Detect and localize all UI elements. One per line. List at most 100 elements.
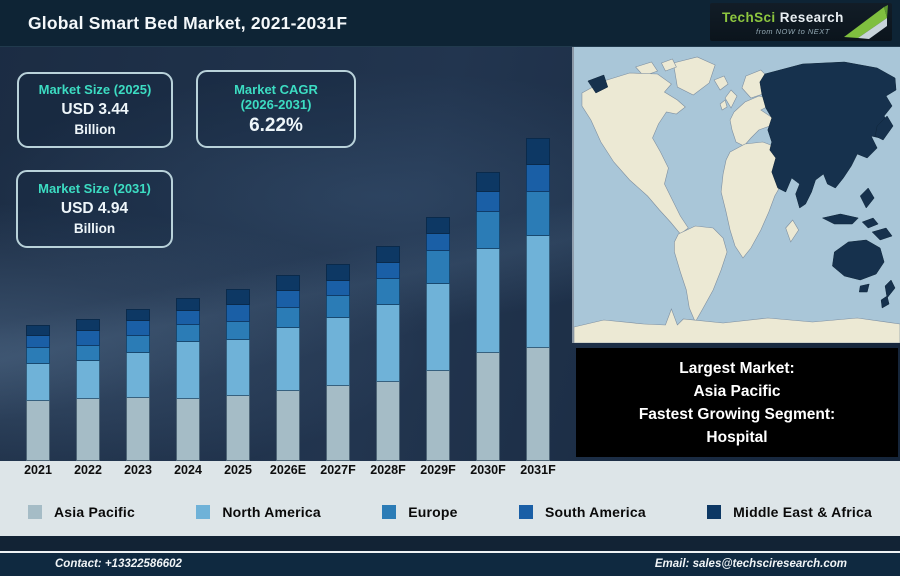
bar-2028F bbox=[376, 246, 400, 461]
bar-2029F bbox=[426, 217, 450, 461]
bar-segment-2021-south-america bbox=[26, 336, 50, 348]
bar-segment-2024-north-america bbox=[176, 342, 200, 399]
highlight-line-2: Asia Pacific bbox=[693, 382, 781, 400]
callout-market-cagr: Market CAGR (2026-2031) 6.22% bbox=[196, 70, 356, 148]
bar-segment-2025-asia-pacific bbox=[226, 396, 250, 461]
x-label-2031F: 2031F bbox=[520, 463, 556, 477]
callout-market-size-2025: Market Size (2025) USD 3.44 Billion bbox=[17, 72, 173, 148]
legend-label: Middle East & Africa bbox=[733, 504, 872, 520]
callout-label: Market CAGR bbox=[234, 81, 318, 97]
bar-segment-2022-europe bbox=[76, 346, 100, 361]
bar-segment-2022-asia-pacific bbox=[76, 399, 100, 461]
legend-label: Europe bbox=[408, 504, 458, 520]
callout-value: USD 3.44 bbox=[61, 101, 129, 118]
bar-segment-2030F-north-america bbox=[476, 249, 500, 353]
logo-tagline: from NOW to NEXT bbox=[756, 27, 830, 36]
x-label-2026E: 2026E bbox=[269, 463, 307, 477]
bar-segment-2031F-asia-pacific bbox=[526, 348, 550, 461]
legend-item-middle-east-africa: Middle East & Africa bbox=[707, 504, 872, 520]
map-tasmania bbox=[858, 283, 870, 293]
map-new-zealand bbox=[884, 279, 896, 299]
logo-wordmark: TechSci Research bbox=[722, 10, 844, 25]
bottom-strip bbox=[0, 461, 900, 536]
map-australia bbox=[832, 239, 885, 281]
bar-segment-2027F-north-america bbox=[326, 318, 350, 386]
bar-segment-2021-europe bbox=[26, 348, 50, 364]
highlight-box: Largest Market: Asia Pacific Fastest Gro… bbox=[576, 348, 898, 457]
bar-segment-2025-europe bbox=[226, 322, 250, 340]
bar-segment-2026E-south-america bbox=[276, 291, 300, 308]
legend-label: South America bbox=[544, 504, 646, 520]
bottom-dark-band bbox=[0, 536, 900, 551]
map-arctic-islands bbox=[635, 61, 658, 77]
legend-item-europe: Europe bbox=[382, 504, 457, 520]
legend-swatch-icon bbox=[382, 505, 397, 519]
map-ireland bbox=[719, 99, 728, 111]
logo-brand-secondary: Research bbox=[779, 10, 844, 25]
bar-segment-2026E-asia-pacific bbox=[276, 391, 300, 461]
legend-item-south-america: South America bbox=[518, 504, 646, 520]
map-new-zealand-south bbox=[880, 295, 890, 309]
bar-segment-2021-middle-east-africa bbox=[26, 325, 50, 336]
bar-segment-2030F-europe bbox=[476, 212, 500, 249]
bar-2030F bbox=[476, 172, 500, 461]
callout-unit: Billion bbox=[73, 221, 116, 236]
map-north-america bbox=[581, 72, 689, 235]
footer-divider bbox=[0, 551, 900, 553]
callout-label: Market Size (2031) bbox=[38, 181, 151, 196]
bar-segment-2022-north-america bbox=[76, 361, 100, 399]
legend-swatch-icon bbox=[28, 505, 42, 519]
bar-segment-2024-europe bbox=[176, 325, 200, 342]
legend-swatch-icon bbox=[196, 505, 211, 519]
bar-2022 bbox=[76, 319, 100, 461]
callout-label-line2: (2026-2031) bbox=[240, 96, 312, 112]
bar-segment-2031F-north-america bbox=[526, 236, 550, 348]
bar-2025 bbox=[226, 289, 250, 461]
callout-market-size-2031: Market Size (2031) USD 4.94 Billion bbox=[16, 170, 173, 248]
x-label-2027F: 2027F bbox=[320, 463, 356, 477]
bar-segment-2029F-south-america bbox=[426, 234, 450, 251]
bar-segment-2026E-middle-east-africa bbox=[276, 275, 300, 291]
callout-value: 6.22% bbox=[249, 114, 303, 136]
bar-segment-2026E-north-america bbox=[276, 328, 300, 391]
logo-brand-primary: TechSci bbox=[722, 10, 776, 25]
bar-segment-2031F-middle-east-africa bbox=[526, 138, 550, 165]
x-label-2029F: 2029F bbox=[420, 463, 456, 477]
map-chukotka bbox=[587, 74, 609, 94]
bar-segment-2022-middle-east-africa bbox=[76, 319, 100, 331]
x-label-2025: 2025 bbox=[224, 463, 252, 477]
map-uk bbox=[724, 89, 738, 109]
bar-segment-2031F-europe bbox=[526, 192, 550, 236]
map-indonesia-2 bbox=[861, 217, 879, 229]
map-new-guinea bbox=[871, 227, 893, 241]
world-map-panel bbox=[572, 47, 900, 343]
bar-segment-2025-middle-east-africa bbox=[226, 289, 250, 305]
footer-bar: Contact: +13322586602 Email: sales@techs… bbox=[0, 553, 900, 576]
map-asia-highlight bbox=[759, 61, 897, 209]
bar-segment-2030F-middle-east-africa bbox=[476, 172, 500, 192]
highlight-line-4: Hospital bbox=[706, 428, 768, 446]
bar-segment-2021-north-america bbox=[26, 364, 50, 401]
x-label-2021: 2021 bbox=[24, 463, 52, 477]
bar-segment-2028F-south-america bbox=[376, 263, 400, 279]
bar-segment-2021-asia-pacific bbox=[26, 401, 50, 461]
bar-segment-2023-middle-east-africa bbox=[126, 309, 150, 321]
highlight-line-3: Fastest Growing Segment: bbox=[638, 405, 836, 423]
map-greenland bbox=[673, 56, 716, 96]
map-japan bbox=[874, 115, 894, 141]
x-label-2028F: 2028F bbox=[370, 463, 406, 477]
bar-segment-2027F-asia-pacific bbox=[326, 386, 350, 461]
bar-segment-2028F-middle-east-africa bbox=[376, 246, 400, 263]
bar-segment-2025-south-america bbox=[226, 305, 250, 322]
bar-segment-2029F-north-america bbox=[426, 284, 450, 371]
bar-segment-2031F-south-america bbox=[526, 165, 550, 192]
bar-segment-2028F-asia-pacific bbox=[376, 382, 400, 461]
x-label-2024: 2024 bbox=[174, 463, 202, 477]
map-philippines bbox=[859, 187, 875, 209]
bar-2027F bbox=[326, 264, 350, 461]
bar-segment-2026E-europe bbox=[276, 308, 300, 328]
bar-segment-2027F-middle-east-africa bbox=[326, 264, 350, 281]
bar-segment-2028F-europe bbox=[376, 279, 400, 305]
callout-unit: Billion bbox=[74, 122, 116, 137]
